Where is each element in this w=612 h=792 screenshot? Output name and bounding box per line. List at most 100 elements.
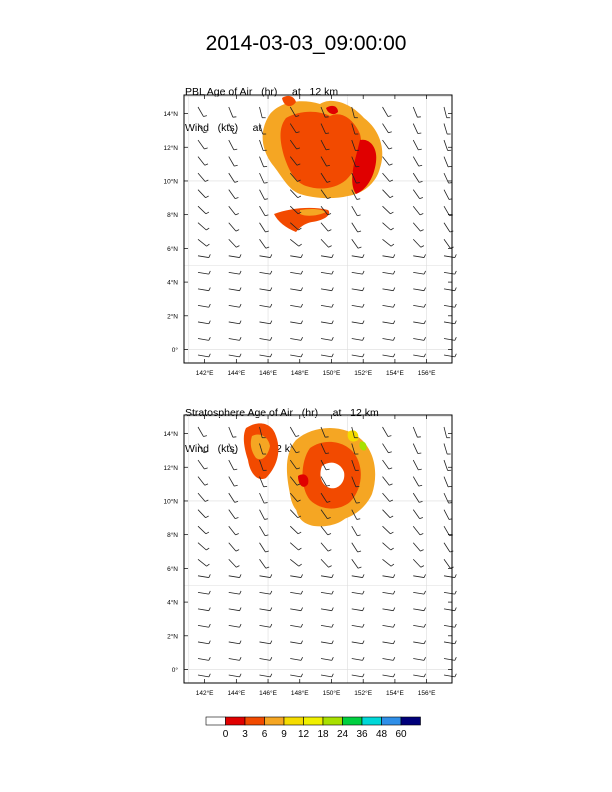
wind-barb — [228, 123, 234, 134]
wind-barb — [382, 305, 394, 308]
wind-barb-flag — [297, 211, 302, 215]
wind-barb — [197, 641, 209, 645]
wind-barb-flag — [204, 163, 209, 166]
panel-2-lat-labels: 0° 2°N 4°N 6°N 8°N 10°N 12°N 14°N — [163, 430, 452, 674]
wind-barb — [413, 674, 425, 678]
wind-barb — [259, 608, 271, 612]
wind-barb — [290, 625, 302, 628]
wind-barb-flag — [327, 213, 332, 216]
wind-barb — [228, 338, 240, 341]
wind-barb — [443, 526, 450, 536]
wind-barb — [289, 525, 299, 535]
wind-barb-flag — [205, 515, 209, 519]
wind-barb — [320, 238, 329, 248]
wind-barb-flag — [203, 115, 207, 117]
wind-barb-flag — [205, 531, 210, 535]
wind-barb — [443, 658, 455, 661]
colorbar-level-label: 12 — [297, 729, 310, 740]
wind-barb-flag — [389, 499, 394, 502]
wind-barb-flag — [234, 197, 239, 200]
wind-barb-flag — [331, 337, 334, 341]
wind-barb-flag — [296, 147, 301, 150]
wind-barb-flag — [300, 320, 303, 324]
wind-barb — [197, 658, 209, 661]
wind-barb — [412, 156, 420, 167]
wind-barb-flag — [390, 563, 395, 567]
wind-barb-flag — [356, 182, 360, 184]
wind-barb-flag — [204, 179, 209, 182]
wind-barb — [413, 288, 425, 292]
pbl-age-tongue-south-orange — [300, 208, 326, 216]
wind-barb-flag — [362, 254, 365, 258]
wind-barb-flag — [331, 657, 334, 661]
colorbar-swatch — [322, 716, 343, 726]
wind-barb — [228, 288, 240, 292]
wind-barb-flag — [419, 517, 424, 520]
wind-barb — [351, 338, 363, 341]
wind-barb — [259, 476, 264, 487]
wind-barb — [289, 426, 297, 437]
lat-label: 10°N — [163, 177, 178, 185]
wind-barb — [382, 558, 392, 567]
wind-barb-flag — [331, 287, 334, 291]
wind-barb-flag — [392, 353, 396, 358]
wind-barb — [351, 526, 358, 536]
wind-barb-flag — [331, 607, 334, 611]
wind-barb — [197, 443, 205, 454]
wind-barb-flag — [419, 180, 423, 183]
wind-barb — [197, 338, 209, 341]
wind-barb — [382, 123, 389, 134]
wind-barb-flag — [454, 623, 457, 628]
wind-barb-flag — [356, 198, 361, 200]
wind-barb — [259, 156, 264, 167]
wind-barb-flag — [392, 623, 396, 628]
wind-barb-flag — [300, 607, 303, 611]
wind-barb — [351, 239, 359, 249]
wind-barb-flag — [234, 500, 239, 503]
wind-barb — [228, 641, 240, 645]
wind-barb-flag — [296, 467, 301, 470]
wind-barb — [320, 354, 332, 358]
wind-barb-flag — [331, 320, 334, 324]
wind-barb-flag — [331, 353, 334, 358]
wind-barb — [413, 658, 425, 661]
wind-barb-flag — [362, 623, 365, 628]
wind-barb-flag — [296, 163, 301, 166]
wind-barb — [228, 558, 237, 568]
wind-barb — [320, 492, 328, 503]
wind-barb — [320, 321, 332, 325]
wind-barb — [290, 658, 302, 661]
wind-barb — [228, 321, 240, 325]
wind-barb-flag — [423, 590, 426, 595]
wind-barb-flag — [331, 590, 334, 595]
wind-barb-flag — [269, 590, 273, 595]
wind-barb-flag — [239, 287, 242, 291]
wind-barb — [412, 238, 422, 248]
wind-barb — [412, 492, 420, 503]
wind-barb — [320, 106, 326, 118]
wind-barb — [351, 575, 363, 578]
panel-1-lon-labels: 142°E 144°E 146°E 148°E 150°E 152°E 154°E 156°E — [196, 95, 436, 377]
wind-barb — [443, 321, 455, 325]
wind-barb — [320, 123, 326, 134]
colorbar — [205, 716, 421, 726]
wind-barb — [197, 139, 205, 150]
wind-barb — [290, 641, 302, 645]
wind-barb-flag — [239, 320, 242, 324]
wind-barb — [382, 591, 394, 595]
wind-barb — [290, 238, 300, 247]
lon-label: 144°E — [227, 689, 245, 697]
wind-barb — [197, 459, 205, 470]
wind-barb-flag — [423, 303, 426, 308]
wind-barb — [351, 443, 356, 455]
wind-barb-flag — [269, 623, 273, 628]
wind-barb-flag — [265, 566, 270, 569]
wind-barb-flag — [264, 214, 269, 217]
panel-2-wind-barbs — [197, 426, 457, 678]
strat-age-band-south — [296, 506, 350, 527]
colorbar-level-label: 48 — [375, 729, 388, 740]
wind-barb-flag — [420, 245, 425, 248]
wind-barb — [382, 156, 390, 166]
wind-barb-flag — [205, 195, 209, 199]
